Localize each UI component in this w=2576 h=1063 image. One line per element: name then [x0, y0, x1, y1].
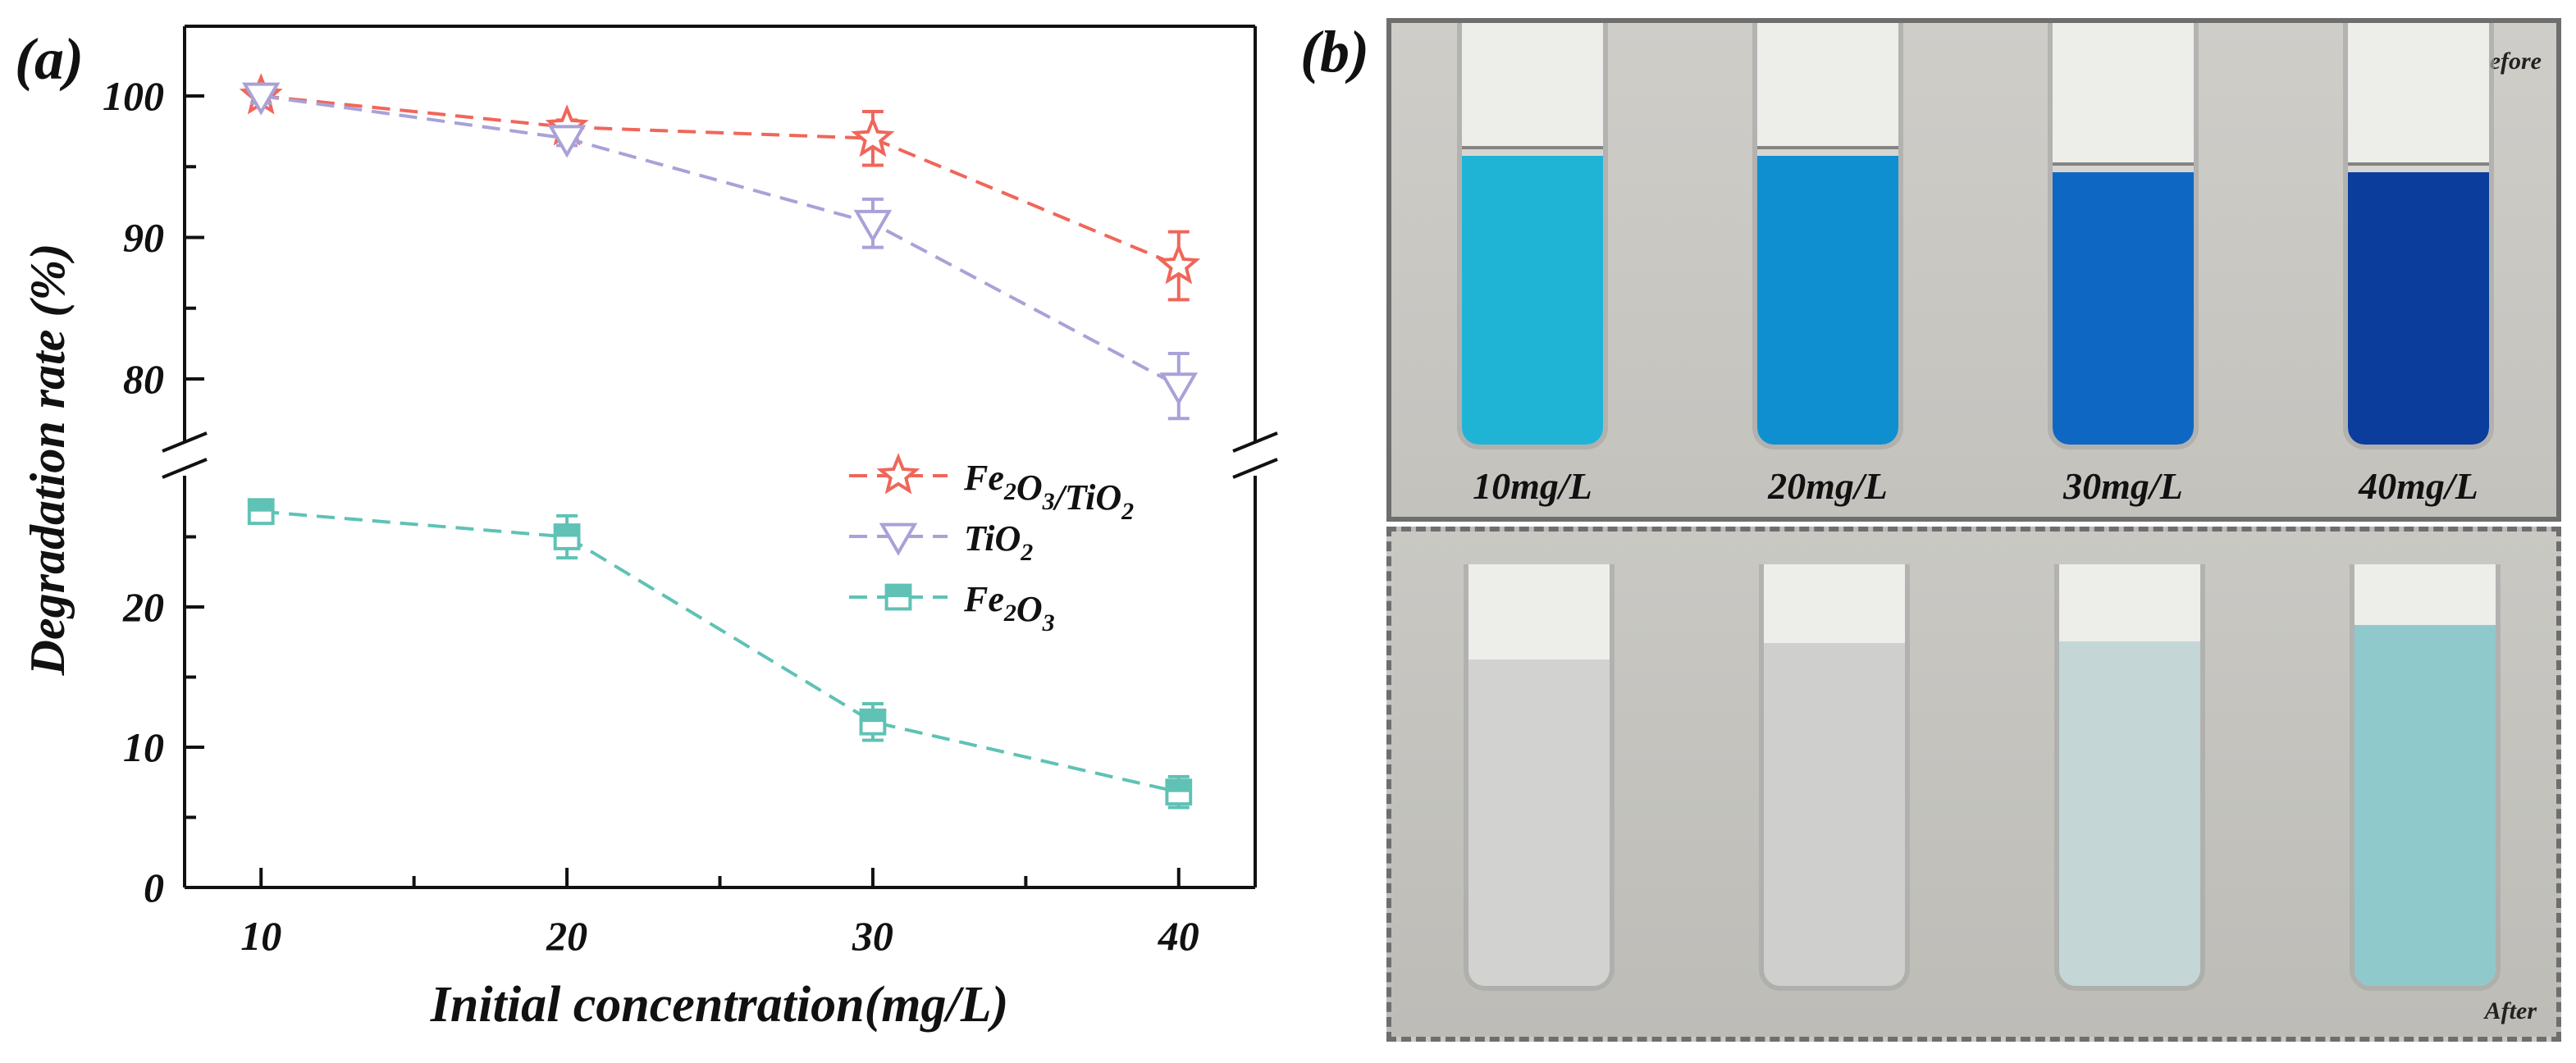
marker-square-fill	[861, 709, 885, 723]
marker-triangle	[241, 82, 281, 116]
after-label: After	[2484, 997, 2537, 1024]
legend-entry: TiO2	[849, 518, 1033, 566]
legend-label: Fe2O3/TiO2	[963, 458, 1134, 525]
cuvette-after-4	[2350, 564, 2501, 991]
marker-star	[851, 115, 895, 157]
marker-square-fill	[886, 585, 911, 597]
series-line	[261, 509, 1180, 794]
concentration-label: 40mg/L	[2359, 465, 2478, 507]
y-tick-label: 80	[123, 356, 164, 402]
cuvette-photo: Before 10mg/L 20mg/L 30mg/L 40mg/L After	[1386, 18, 2561, 1042]
axis-break-right-2	[1232, 458, 1278, 479]
photo-after-panel: After	[1386, 527, 2561, 1042]
axis-break-left-2	[162, 458, 208, 479]
series-line	[260, 94, 1180, 388]
marker-square-fill	[1167, 780, 1191, 792]
plot-frame	[162, 25, 1278, 889]
cuvette-before-3	[2048, 23, 2199, 449]
y-tick-label: 90	[123, 215, 164, 261]
y-tick-label: 10	[123, 724, 164, 770]
legend-entry: Fe2O3/TiO2	[849, 453, 1134, 525]
cuvette-after-1	[1464, 564, 1615, 991]
photo-before-panel: Before 10mg/L 20mg/L 30mg/L 40mg/L	[1386, 18, 2561, 522]
legend-label: TiO2	[964, 518, 1033, 566]
concentration-label: 20mg/L	[1768, 465, 1888, 507]
x-axis-label: Initial concentration(mg/L)	[430, 977, 1008, 1033]
legend-label: Fe2O3	[963, 579, 1055, 636]
cuvette-after-3	[2054, 564, 2205, 991]
marker-star	[876, 453, 920, 495]
y-tick-label: 0	[144, 865, 164, 910]
panel-b-label: (b)	[1300, 19, 1369, 84]
marker-star	[1157, 243, 1201, 285]
marker-triangle	[879, 522, 918, 556]
y-tick-label: 20	[122, 584, 164, 630]
series-1	[241, 82, 1199, 421]
cuvette-before-4	[2343, 23, 2494, 449]
marker-triangle	[853, 209, 893, 244]
x-tick-label: 20	[546, 913, 587, 959]
concentration-label: 30mg/L	[2063, 465, 2183, 507]
series-2	[247, 498, 1193, 810]
degradation-chart: (a) 10 20 30 40 0 10 20 80 90 100 Degradation rat…	[15, 25, 1278, 1033]
y-tick-label: 100	[103, 73, 164, 119]
x-tick-label: 10	[240, 913, 281, 959]
x-tick-label: 40	[1158, 913, 1199, 959]
legend-entry: Fe2O3	[849, 579, 1055, 636]
marker-square-fill	[249, 500, 273, 512]
marker-square-fill	[555, 525, 579, 537]
axis-break-left-1	[162, 431, 208, 453]
x-tick-label: 30	[852, 913, 893, 959]
axis-ticks: 10 20 30 40 0 10 20 80 90 100	[103, 73, 1199, 959]
marker-triangle	[547, 125, 587, 158]
axis-break-right-1	[1232, 431, 1278, 453]
series-0	[239, 73, 1201, 302]
cuvette-before-2	[1752, 23, 1903, 449]
concentration-label: 10mg/L	[1473, 465, 1592, 507]
series-layer	[239, 73, 1201, 810]
panel-a-label: (a)	[15, 26, 84, 92]
marker-triangle	[1159, 372, 1199, 406]
y-axis-label: Degradation rate (%)	[21, 244, 75, 677]
series-line	[261, 94, 1180, 267]
cuvette-before-1	[1457, 23, 1608, 449]
cuvette-after-2	[1759, 564, 1910, 991]
